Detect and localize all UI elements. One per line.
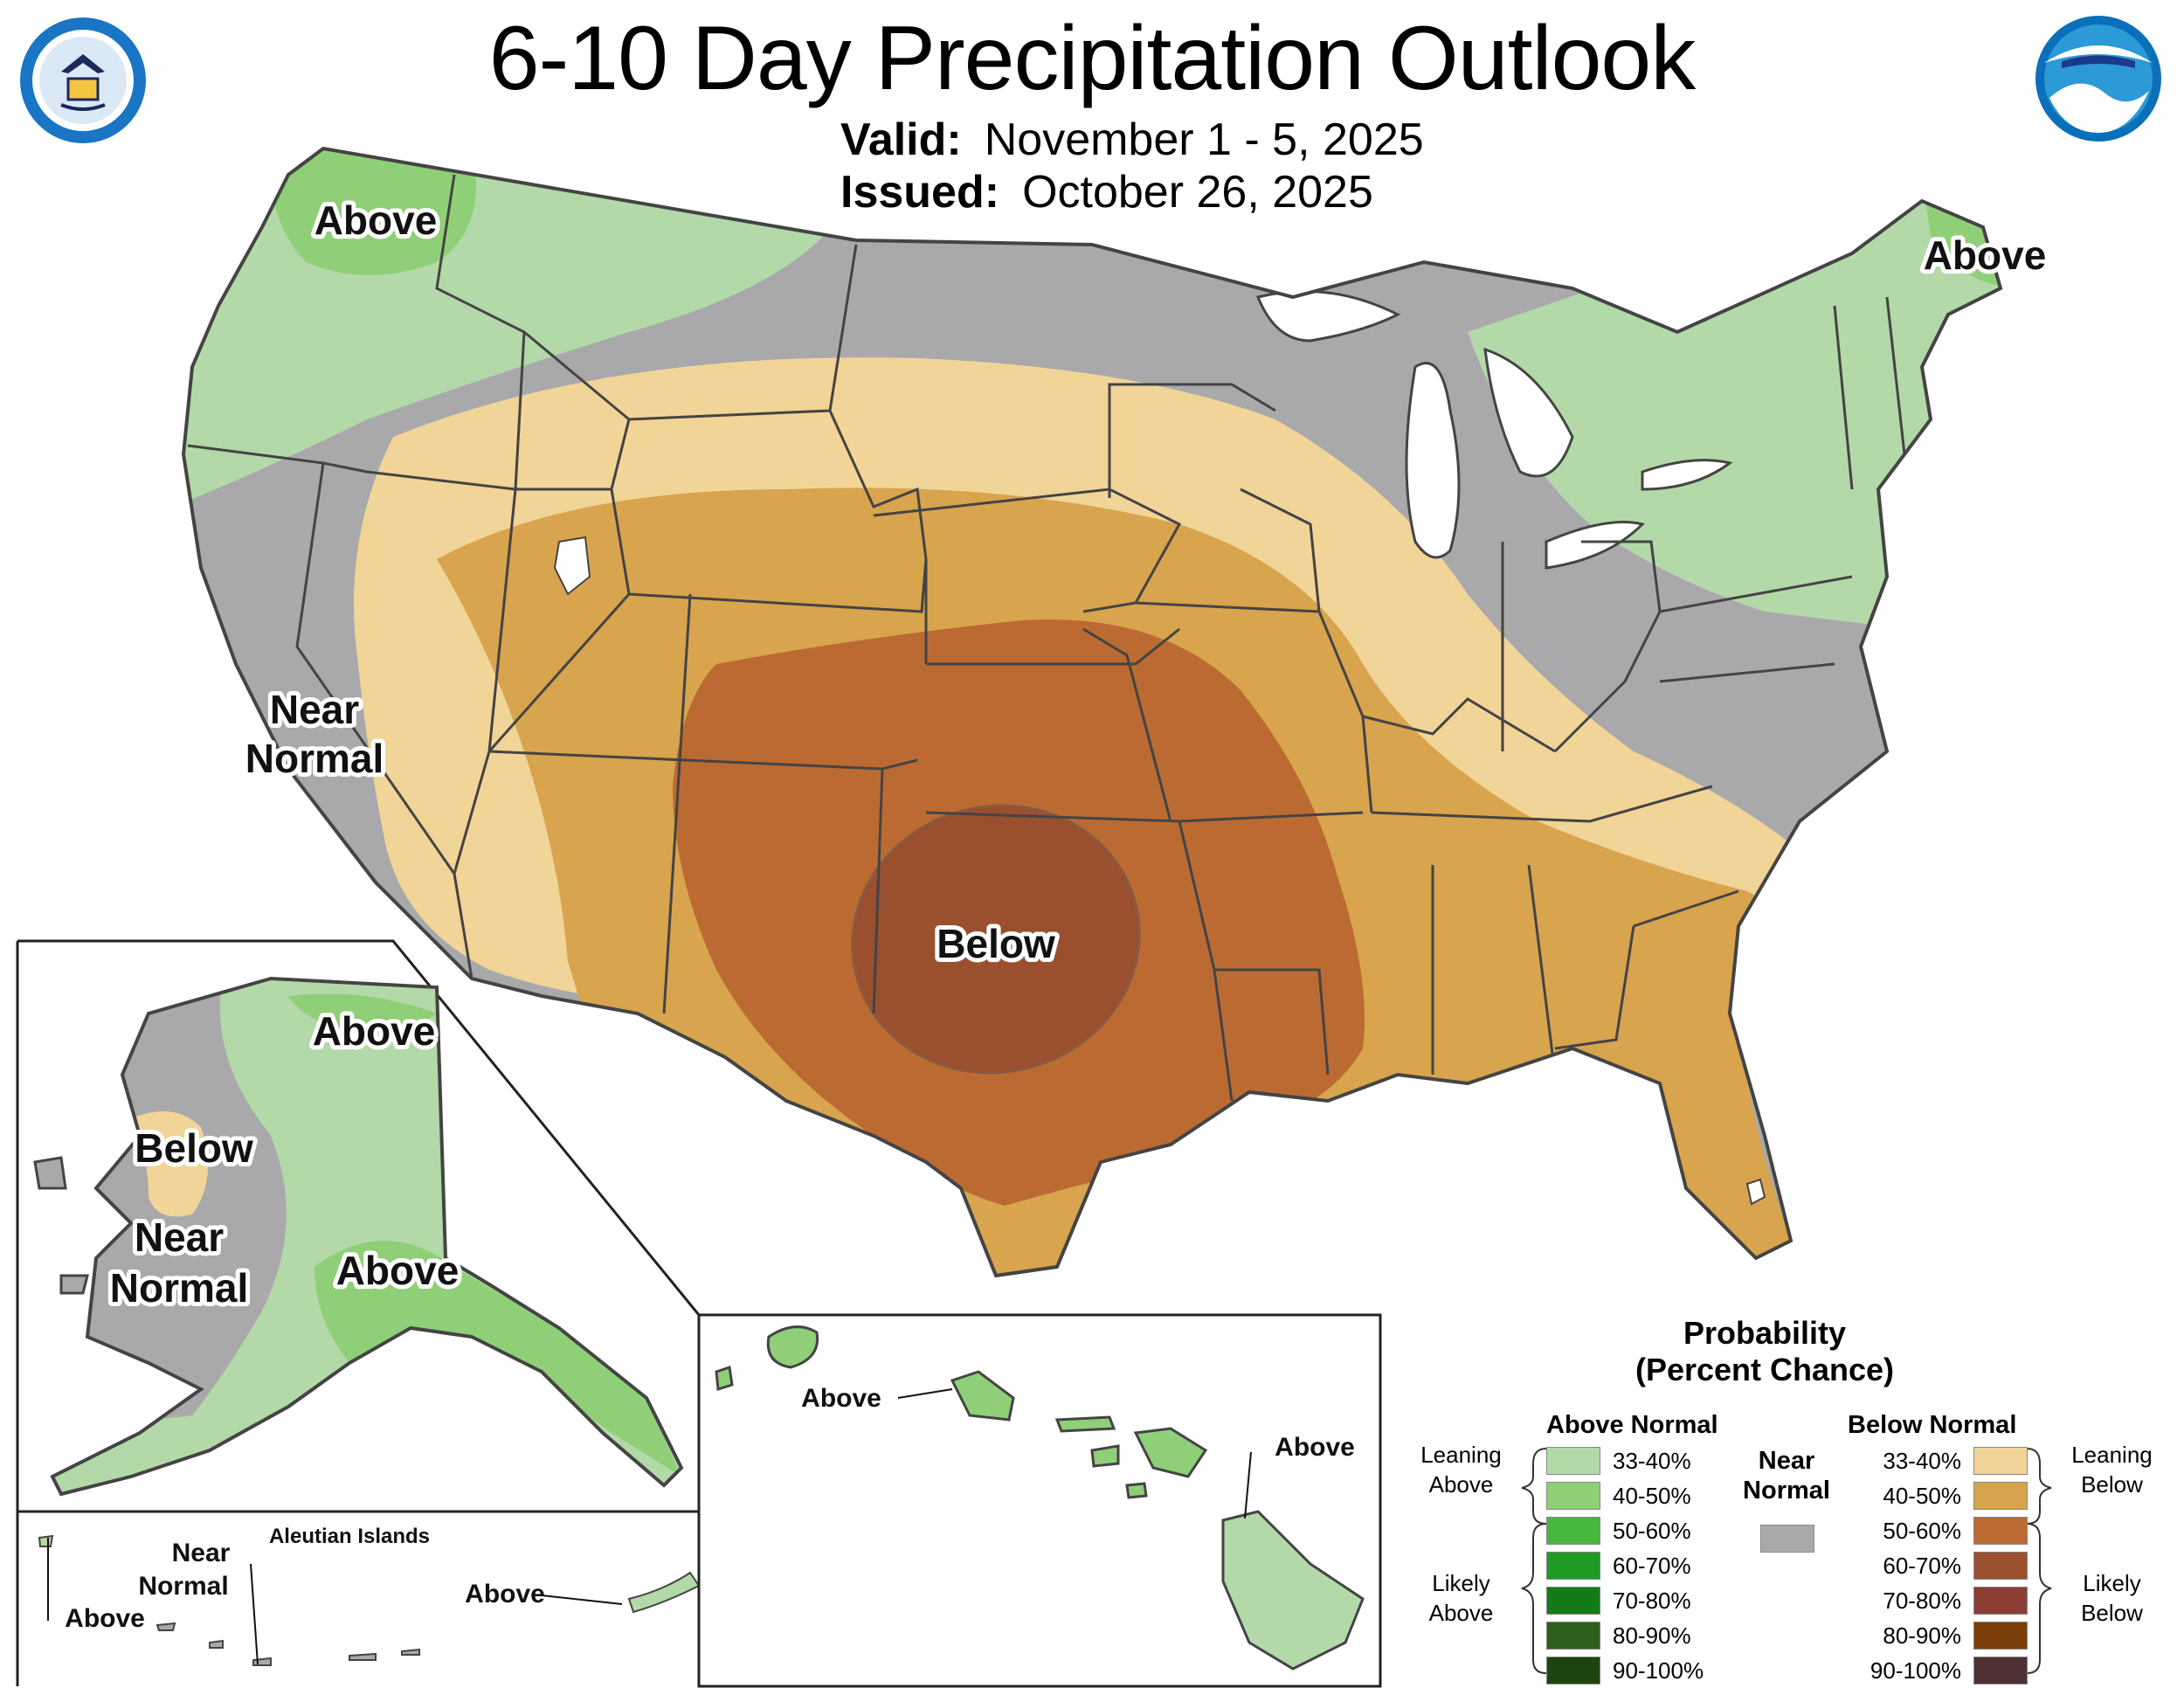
legend-swatch-above-1 — [1546, 1482, 1600, 1510]
legend-pct-below-3: 60-70% — [1883, 1552, 1961, 1579]
legend-swatch-above-3 — [1546, 1552, 1600, 1580]
label-aleutian-near-1: Near — [172, 1539, 231, 1567]
legend-swatch-above-2 — [1546, 1517, 1600, 1545]
legend-row-above-1: 40-50% — [1546, 1481, 1735, 1511]
legend-below-header: Below Normal — [1848, 1411, 2017, 1439]
issued-date: October 26, 2025 — [1022, 167, 1373, 218]
commerce-seal-logo — [20, 17, 146, 143]
legend-pct-below-6: 90-100% — [1870, 1657, 1961, 1684]
legend-above-header: Above Normal — [1546, 1411, 1718, 1439]
label-ak-near-1: Near — [135, 1214, 224, 1260]
conus-state-borders — [187, 174, 1906, 1102]
legend-title-2: (Percent Chance) — [1635, 1352, 1895, 1387]
label-aleutian-title: Aleutian Islands — [269, 1525, 430, 1548]
legend-swatch-below-2 — [1973, 1517, 2028, 1545]
legend-near-normal-swatch — [1760, 1525, 1814, 1553]
valid-line: Valid: November 1 - 5, 2025 — [840, 114, 1424, 166]
legend-swatch-below-6 — [1973, 1657, 2028, 1685]
conus-outline — [181, 146, 2003, 1278]
legend-row-above-3: 60-70% — [1546, 1551, 1735, 1581]
legend-pct-below-1: 40-50% — [1883, 1482, 1961, 1509]
label-ak-above-north: Above — [313, 1008, 436, 1054]
label-ak-below: Below — [135, 1125, 253, 1171]
issued-line: Issued: October 26, 2025 — [840, 166, 1373, 218]
legend-swatch-below-4 — [1973, 1587, 2028, 1615]
legend-swatch-below-0 — [1973, 1447, 2028, 1475]
label-hi-above-west: Above — [801, 1384, 881, 1413]
hawaii-inset: Above Above — [697, 1313, 1382, 1688]
legend-pct-above-5: 80-90% — [1613, 1622, 1691, 1649]
legend-leaning-below: Leaning Below — [2071, 1442, 2153, 1498]
noaa-logo — [2035, 16, 2161, 142]
legend-title-1: Probability — [1683, 1315, 1847, 1351]
label-aleutian-above-west: Above — [65, 1604, 145, 1633]
legend-row-below-6: 90-100% — [1848, 1656, 2028, 1685]
label-conus-above-ne: Above — [1924, 232, 2047, 278]
valid-dates: November 1 - 5, 2025 — [984, 114, 1424, 165]
legend-row-below-5: 80-90% — [1848, 1621, 2028, 1650]
legend-row-below-0: 33-40% — [1848, 1446, 2028, 1476]
legend-pct-above-0: 33-40% — [1613, 1447, 1691, 1474]
legend-pct-above-1: 40-50% — [1613, 1482, 1691, 1509]
legend-row-above-6: 90-100% — [1546, 1656, 1735, 1685]
legend-swatch-above-5 — [1546, 1622, 1600, 1650]
legend-swatch-above-0 — [1546, 1447, 1600, 1475]
legend-pct-above-3: 60-70% — [1613, 1552, 1691, 1579]
legend-row-below-3: 60-70% — [1848, 1551, 2028, 1581]
legend-near-normal-label: Near Normal — [1743, 1447, 1830, 1505]
legend-pct-above-2: 50-60% — [1613, 1517, 1691, 1544]
label-conus-near-1: Near — [270, 687, 359, 732]
legend-row-below-2: 50-60% — [1848, 1516, 2028, 1546]
label-aleutian-near-2: Normal — [138, 1572, 228, 1601]
valid-label: Valid: — [840, 114, 962, 165]
legend-swatch-below-3 — [1973, 1552, 2028, 1580]
legend-pct-below-0: 33-40% — [1883, 1447, 1961, 1474]
label-ak-near-2: Normal — [110, 1265, 248, 1311]
legend-swatch-above-6 — [1546, 1657, 1600, 1685]
legend-pct-below-5: 80-90% — [1883, 1622, 1961, 1649]
issued-label: Issued: — [840, 167, 1000, 218]
probability-legend: Probability (Percent Chance) Above Norma… — [1398, 1315, 2184, 1685]
label-aleutian-above-east: Above — [465, 1580, 545, 1608]
legend-row-above-2: 50-60% — [1546, 1516, 1735, 1546]
legend-row-below-1: 40-50% — [1848, 1481, 2028, 1511]
legend-row-above-0: 33-40% — [1546, 1446, 1735, 1476]
legend-leaning-above: Leaning Above — [1420, 1442, 1502, 1498]
legend-swatch-above-4 — [1546, 1587, 1600, 1615]
legend-row-above-4: 70-80% — [1546, 1586, 1735, 1615]
legend-pct-above-6: 90-100% — [1613, 1657, 1704, 1684]
legend-row-below-4: 70-80% — [1848, 1586, 2028, 1615]
legend-swatch-below-5 — [1973, 1622, 2028, 1650]
legend-row-above-5: 80-90% — [1546, 1621, 1735, 1650]
label-conus-near-2: Normal — [245, 736, 384, 781]
legend-pct-below-4: 70-80% — [1883, 1587, 1961, 1614]
legend-pct-above-4: 70-80% — [1613, 1587, 1691, 1614]
map-title: 6-10 Day Precipitation Outlook — [488, 8, 1697, 109]
aleutian-inset: Aleutian Islands Near Normal Above Above — [38, 1525, 701, 1666]
label-conus-below: Below — [936, 921, 1055, 966]
label-conus-above-nw: Above — [314, 197, 438, 243]
label-ak-above-south: Above — [336, 1248, 460, 1293]
legend-likely-below: Likely Below — [2081, 1570, 2143, 1626]
legend-braces — [1521, 1448, 2052, 1674]
legend-likely-above: Likely Above — [1428, 1570, 1494, 1626]
legend-pct-below-2: 50-60% — [1883, 1517, 1961, 1544]
legend-swatch-below-1 — [1973, 1482, 2028, 1510]
label-hi-above-east: Above — [1275, 1433, 1355, 1462]
